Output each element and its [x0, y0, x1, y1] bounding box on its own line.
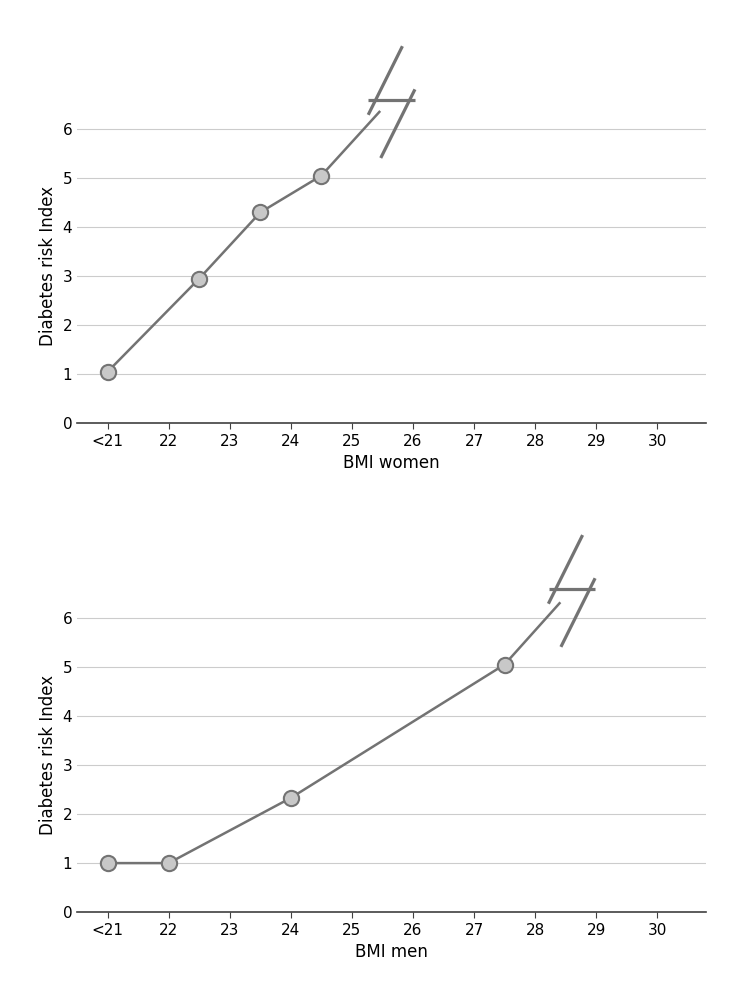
- Y-axis label: Diabetes risk Index: Diabetes risk Index: [39, 675, 57, 835]
- Y-axis label: Diabetes risk Index: Diabetes risk Index: [39, 186, 57, 346]
- X-axis label: BMI women: BMI women: [343, 454, 440, 472]
- X-axis label: BMI men: BMI men: [355, 943, 428, 961]
